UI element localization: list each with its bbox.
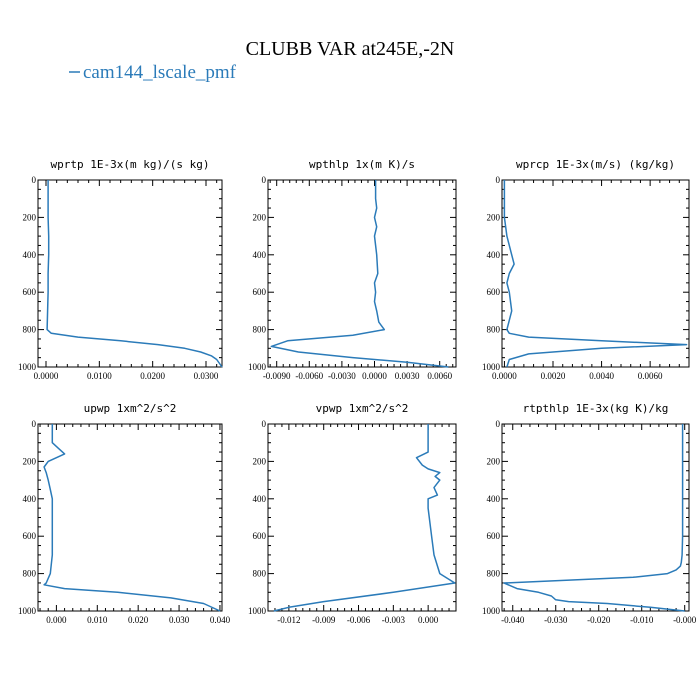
panel-title: upwp 1xm^2/s^2 [84,402,177,415]
y-tick-label: 800 [487,569,501,579]
plot-frame [501,423,690,612]
figure-title: CLUBB VAR at245E,-2N [246,38,455,60]
panel-1: wprtp 1E-3x(m kg)/(s kg) 0 200 400 600 800 100… [18,158,223,381]
x-tick-label: 0.000 [418,615,439,625]
y-tick-label: 0 [32,419,37,429]
y-tick-label: 800 [253,325,267,335]
y-tick-label: 1000 [248,362,267,372]
x-tick-label: -0.0030 [328,371,356,381]
y-tick-label: 1000 [18,606,37,616]
x-tick-label: 0.000 [46,615,67,625]
y-tick-label: 800 [253,569,267,579]
y-tick-label: 0 [496,419,501,429]
x-tick-label: -0.020 [587,615,611,625]
y-tick-label: 600 [253,531,267,541]
x-tick-label: 0.0060 [427,371,452,381]
series-line [273,424,456,612]
panel-3: wprcp 1E-3x(m/s) (kg/kg) 0 200 400 600 800 100… [482,158,690,381]
x-tick-label: -0.009 [312,615,336,625]
y-tick-label: 1000 [248,606,267,616]
x-tick-label: -0.010 [630,615,654,625]
y-tick-label: 200 [487,456,501,466]
plot-frame [267,179,457,368]
x-tick-label: 0.0100 [87,371,112,381]
x-tick-label: 0.0300 [194,371,219,381]
x-tick-label: -0.012 [277,615,300,625]
series-line [270,180,449,368]
plot-frame [37,423,223,612]
y-tick-label: 600 [23,531,37,541]
x-tick-label: -0.0060 [295,371,323,381]
y-tick-label: 800 [23,325,37,335]
series-line [503,424,685,612]
y-tick-label: 0 [32,175,37,185]
y-tick-label: 200 [487,212,501,222]
panel-title: rtpthlp 1E-3x(kg K)/kg [523,402,669,415]
y-tick-label: 400 [487,250,501,260]
panel-title: wprcp 1E-3x(m/s) (kg/kg) [516,158,675,171]
y-tick-label: 0 [496,175,501,185]
y-tick-label: 400 [487,494,501,504]
y-tick-label: 1000 [482,362,501,372]
x-tick-label: -0.0090 [263,371,291,381]
x-tick-label: 0.0000 [492,371,517,381]
panel-5: vpwp 1xm^2/s^2 0 200 400 600 800 1000 -0.012 -0.… [248,402,457,625]
y-tick-label: 0 [262,419,267,429]
legend: cam144_lscale_pmf [69,62,237,83]
x-tick-label: -0.040 [501,615,525,625]
y-tick-label: 400 [23,494,37,504]
x-tick-label: 0.040 [210,615,231,625]
legend-label: cam144_lscale_pmf [83,62,237,83]
y-tick-label: 200 [23,212,37,222]
y-tick-label: 1000 [482,606,501,616]
y-tick-label: 200 [253,456,267,466]
panel-2: wpthlp 1x(m K)/s 0 200 400 600 800 1000-0.0090… [248,158,457,381]
y-tick-label: 1000 [18,362,37,372]
y-tick-label: 600 [253,287,267,297]
y-tick-label: 600 [487,531,501,541]
series-line [43,424,221,612]
x-tick-label: 0.030 [169,615,190,625]
panel-4: upwp 1xm^2/s^2 0 200 400 600 800 1000 0.000 0.01… [18,402,231,625]
panel-6: rtpthlp 1E-3x(kg K)/kg02004006008001000-… [482,402,697,625]
y-tick-label: 200 [253,212,267,222]
x-tick-label: 0.0030 [395,371,420,381]
x-tick-label: 0.0200 [140,371,165,381]
x-tick-label: -0.006 [347,615,371,625]
x-tick-label: 0.020 [128,615,149,625]
y-tick-label: 400 [23,250,37,260]
panel-title: wprtp 1E-3x(m kg)/(s kg) [51,158,210,171]
y-tick-label: 800 [487,325,501,335]
y-tick-label: 600 [23,287,37,297]
x-tick-label: -0.030 [544,615,568,625]
y-tick-label: 800 [23,569,37,579]
x-tick-label: 0.010 [87,615,108,625]
panel-title: vpwp 1xm^2/s^2 [316,402,409,415]
x-tick-label: -0.000 [673,615,697,625]
y-tick-label: 400 [253,250,267,260]
y-tick-label: 400 [253,494,267,504]
series-line [46,180,223,368]
plot-frame [37,179,223,368]
panel-title: wpthlp 1x(m K)/s [309,158,415,171]
x-tick-label: 0.0000 [34,371,59,381]
y-tick-label: 0 [262,175,267,185]
plot-frame [501,179,690,368]
x-tick-label: -0.003 [382,615,406,625]
y-tick-label: 200 [23,456,37,466]
x-tick-label: 0.0040 [589,371,614,381]
x-tick-label: 0.0020 [541,371,566,381]
x-tick-label: 0.0000 [362,371,387,381]
y-tick-label: 600 [487,287,501,297]
series-line [503,180,688,368]
panels: wprtp 1E-3x(m kg)/(s kg) 0 200 400 600 800 100… [18,158,697,625]
x-tick-label: 0.0060 [638,371,663,381]
